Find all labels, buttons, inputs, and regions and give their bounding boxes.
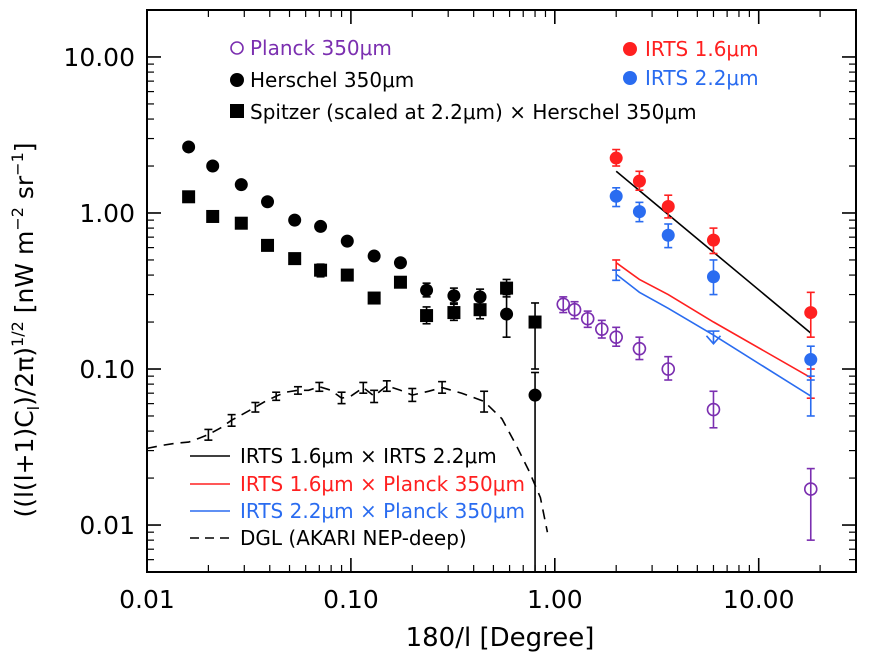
data-point-spitzer: [234, 216, 248, 230]
x-tick-label: 1.00: [527, 585, 583, 614]
data-point-3: [804, 306, 818, 320]
legend-entry-irts22-planck: IRTS 2.2μm × Planck 350μm: [190, 499, 525, 523]
data-point-planck: [594, 322, 609, 336]
y-axis-label-sup2: −2: [8, 207, 27, 231]
legend-label-irts16: IRTS 1.6μm: [645, 37, 759, 61]
legend-marker-irts22: [623, 71, 637, 85]
data-point-spitzer: [340, 268, 354, 282]
data-point-1: [314, 219, 328, 233]
legend-bottom: IRTS 1.6μm × IRTS 2.2μm IRTS 1.6μm × Pla…: [190, 444, 525, 550]
data-point-spitzer: [261, 238, 275, 252]
data-point-1: [447, 289, 461, 303]
data-point-spitzer: [500, 281, 514, 295]
axes: 0.01 0.10 1.00 10.00 0.01 0.10 1.00 10.00: [63, 9, 857, 614]
y-axis-label-end: ]: [10, 142, 39, 152]
y-axis-label-unit2: sr: [10, 175, 39, 207]
data-point-4: [632, 205, 646, 219]
data-point-4: [661, 228, 675, 242]
legend-top: Planck 350μm Herschel 350μm Spitzer (sca…: [230, 36, 759, 124]
y-tick-label: 0.10: [79, 355, 135, 384]
y-axis-label-mid: )/2π): [10, 347, 39, 406]
legend-entry-planck: Planck 350μm: [230, 36, 392, 60]
data-point-planck: [609, 330, 623, 344]
legend-label-irts16-planck: IRTS 1.6μm × Planck 350μm: [240, 472, 525, 496]
data-point-planck: [580, 311, 595, 326]
legend-marker-irts16: [623, 42, 637, 56]
data-point-spitzer: [528, 315, 542, 329]
data-point-1: [528, 388, 542, 402]
x-tick-label: 10.00: [723, 585, 795, 614]
data-point-1: [288, 213, 302, 227]
data-point-planck: [556, 297, 571, 312]
y-tick-label: 0.01: [79, 511, 135, 540]
data-marks: [146, 140, 818, 573]
y-tick-label: 10.00: [63, 43, 135, 72]
data-point-3: [609, 151, 623, 165]
data-point-planck: [661, 362, 676, 376]
data-point-3: [661, 200, 675, 214]
legend-label-irts22-planck: IRTS 2.2μm × Planck 350μm: [240, 499, 525, 523]
y-axis-label-sup1: 1/2: [8, 321, 27, 347]
data-point-planck: [706, 402, 721, 417]
data-point-planck: [803, 482, 818, 496]
legend-entry-spitzer: Spitzer (scaled at 2.2μm) × Herschel 350…: [230, 100, 697, 124]
data-point-spitzer: [473, 303, 487, 317]
data-point-1: [420, 283, 434, 297]
legend-entry-irts16: IRTS 1.6μm: [623, 37, 759, 61]
data-point-4: [804, 353, 818, 367]
legend-entry-irts16-planck: IRTS 1.6μm × Planck 350μm: [190, 472, 525, 496]
y-axis-label: ((l(l+1)Cl)/2π)1/2 [nW m−2 sr−1]: [8, 142, 43, 517]
legend-label-irts-cross: IRTS 1.6μm × IRTS 2.2μm: [240, 444, 497, 468]
legend-label-dgl: DGL (AKARI NEP-deep): [240, 526, 467, 550]
data-point-spitzer: [393, 275, 407, 289]
legend-entry-irts-cross: IRTS 1.6μm × IRTS 2.2μm: [190, 444, 497, 468]
series-line-2: [615, 273, 812, 397]
data-point-1: [182, 140, 196, 154]
data-point-3: [632, 174, 646, 188]
data-point-spitzer: [288, 252, 302, 266]
series-line-1: [615, 262, 812, 379]
y-axis-label-unit: [nW m: [10, 231, 39, 322]
x-tick-label: 0.01: [119, 585, 175, 614]
upper-limit-arrowhead: [705, 335, 722, 346]
data-point-1: [206, 159, 220, 173]
legend-entry-irts22: IRTS 2.2μm: [623, 66, 759, 90]
series-line-3: [146, 384, 549, 533]
data-point-spitzer: [182, 190, 196, 204]
legend-marker-planck: [230, 41, 244, 55]
data-point-1: [500, 307, 514, 321]
legend-marker-spitzer: [230, 104, 244, 118]
data-point-1: [393, 256, 407, 270]
data-point-spitzer: [206, 209, 220, 223]
data-point-planck: [567, 302, 582, 317]
legend-label-spitzer: Spitzer (scaled at 2.2μm) × Herschel 350…: [250, 100, 697, 124]
x-tick-label: 0.10: [323, 585, 379, 614]
y-tick-label: 1.00: [79, 199, 135, 228]
data-point-4: [706, 270, 720, 284]
data-point-1: [340, 234, 354, 248]
legend-entry-herschel: Herschel 350μm: [230, 68, 414, 92]
legend-entry-dgl: DGL (AKARI NEP-deep): [190, 526, 467, 550]
data-point-1: [234, 178, 248, 192]
data-point-1: [367, 249, 381, 263]
x-axis-label: 180/l [Degree]: [406, 623, 595, 653]
data-point-spitzer: [420, 309, 434, 323]
y-axis-label-sub: l: [24, 406, 43, 410]
legend-label-irts22: IRTS 2.2μm: [645, 66, 759, 90]
data-point-1: [261, 195, 275, 209]
data-point-3: [706, 233, 720, 247]
data-point-planck: [632, 341, 647, 356]
data-point-spitzer: [314, 263, 328, 277]
data-point-spitzer: [447, 306, 461, 320]
data-point-spitzer: [367, 291, 381, 305]
legend-label-herschel: Herschel 350μm: [250, 68, 414, 92]
data-point-4: [609, 189, 623, 203]
y-axis-label-main: ((l(l+1)C: [10, 410, 39, 517]
legend-marker-herschel: [230, 73, 244, 87]
plot-frame: [146, 9, 857, 573]
y-axis-label-sup3: −1: [8, 152, 27, 176]
legend-label-planck: Planck 350μm: [250, 36, 392, 60]
